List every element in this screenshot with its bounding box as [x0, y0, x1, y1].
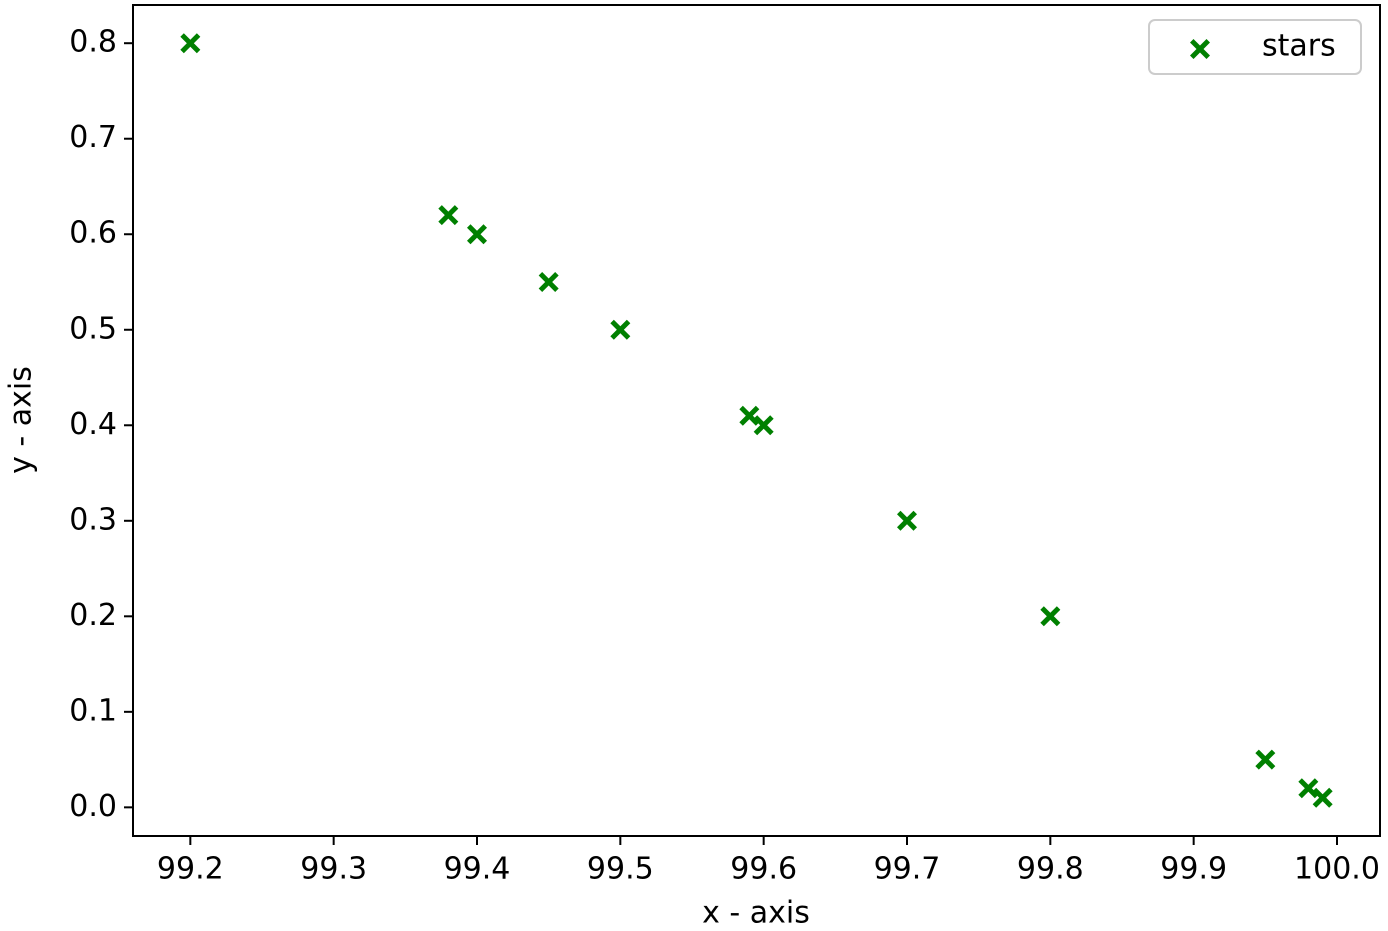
y-tick-label: 0.1 — [69, 693, 117, 728]
y-tick-label: 0.6 — [69, 216, 117, 251]
y-axis-label: y - axis — [4, 366, 39, 474]
legend-box — [1148, 19, 1362, 75]
marker — [538, 272, 559, 292]
x-tick-label: 99.9 — [1160, 852, 1227, 887]
plot-frame — [132, 4, 1381, 837]
y-tick-label: 0.2 — [69, 598, 117, 633]
x-tick-label: 99.5 — [587, 852, 654, 887]
legend-marker — [1190, 39, 1210, 59]
x-tick-label: 100.0 — [1294, 852, 1380, 887]
marker — [1298, 778, 1319, 799]
marker — [180, 33, 201, 54]
marker — [438, 205, 459, 226]
marker — [753, 415, 774, 436]
marker — [1312, 787, 1333, 808]
y-tick-label: 0.8 — [69, 25, 117, 60]
legend-label: stars — [1262, 29, 1336, 64]
x-tick-label: 99.6 — [730, 852, 797, 887]
x-tick-label: 99.4 — [444, 852, 511, 887]
y-tick-label: 0.7 — [69, 120, 117, 155]
marker — [897, 510, 917, 531]
y-tick-label: 0.5 — [69, 311, 117, 346]
x-tick-label: 99.7 — [874, 852, 941, 887]
marker — [739, 405, 760, 426]
marker — [1255, 749, 1276, 770]
x-tick-label: 99.2 — [157, 852, 224, 887]
y-tick-label: 0.0 — [69, 789, 117, 824]
y-tick-label: 0.3 — [69, 502, 117, 537]
marker — [467, 224, 487, 245]
x-axis-label: x - axis — [702, 896, 810, 931]
x-tick-label: 99.3 — [300, 852, 367, 887]
y-tick-label: 0.4 — [69, 407, 117, 442]
x-tick-label: 99.8 — [1017, 852, 1084, 887]
marker — [1040, 606, 1061, 627]
marker — [610, 319, 631, 340]
